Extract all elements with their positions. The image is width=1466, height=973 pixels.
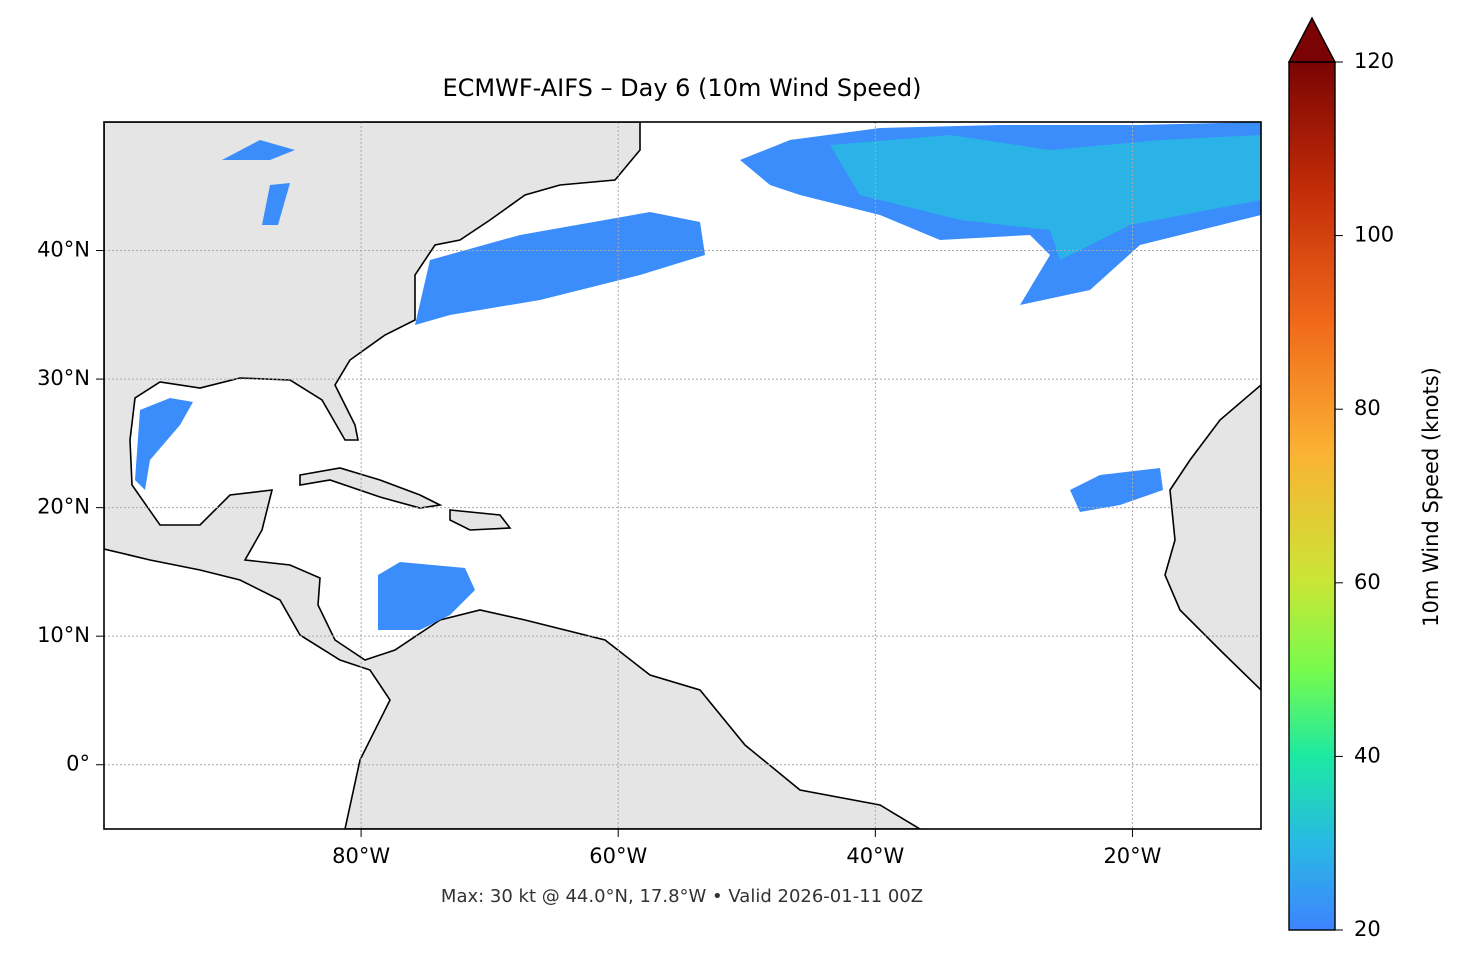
wind-area [378, 562, 475, 630]
hispaniola [449, 509, 512, 531]
wind-area [222, 140, 295, 160]
map-frame [103, 121, 1262, 830]
cuba [299, 467, 443, 509]
y-tick-label: 0° [66, 752, 90, 776]
colorbar-tick-label: 60 [1354, 570, 1381, 594]
colorbar-label: 10m Wind Speed (knots) [1419, 367, 1443, 627]
map-layers [104, 122, 1261, 829]
colorbar-tick-label: 40 [1354, 743, 1381, 767]
colorbar-tick-label: 20 [1354, 917, 1381, 941]
colorbar [1288, 61, 1336, 931]
wind-area [135, 398, 193, 490]
colorbar-extend [1287, 16, 1337, 63]
wind-area [262, 183, 290, 225]
y-tick-label: 40°N [37, 238, 90, 262]
africa [1164, 383, 1261, 692]
footer-note: Max: 30 kt @ 44.0°N, 17.8°W • Valid 2026… [441, 886, 923, 907]
y-tick-label: 10°N [37, 623, 90, 647]
y-tick-label: 20°N [37, 495, 90, 519]
wind-area-core [830, 135, 1261, 260]
americas [104, 122, 922, 829]
colorbar-tick-label: 100 [1354, 223, 1394, 247]
wind-area [1070, 468, 1163, 512]
y-tick-label: 30°N [37, 366, 90, 390]
colorbar-tick-label: 80 [1354, 396, 1381, 420]
x-tick-label: 40°W [846, 844, 904, 868]
x-tick-label: 80°W [332, 844, 390, 868]
x-tick-label: 60°W [589, 844, 647, 868]
grid [104, 122, 1261, 829]
x-tick-label: 20°W [1103, 844, 1161, 868]
colorbar-tick-label: 120 [1354, 49, 1394, 73]
wind-area [415, 212, 705, 325]
map-title: ECMWF-AIFS – Day 6 (10m Wind Speed) [442, 74, 921, 102]
